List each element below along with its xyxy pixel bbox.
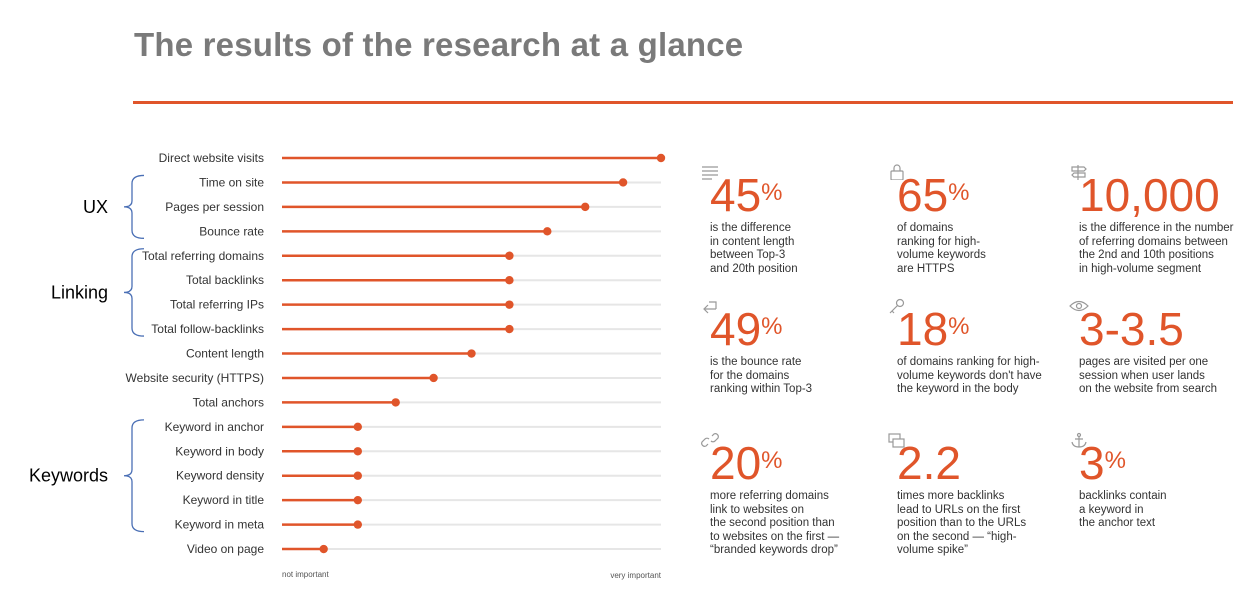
eye-icon [1069, 300, 1089, 312]
group-brace [123, 419, 145, 533]
category-label: Video on page [187, 542, 265, 556]
value-point [505, 251, 514, 260]
category-label: Content length [186, 347, 264, 361]
stat-number: 18 [897, 303, 949, 355]
category-label: Total backlinks [186, 273, 264, 287]
stat-unit: % [1104, 447, 1126, 474]
category-label: Direct website visits [159, 151, 264, 165]
group-label: Linking [51, 282, 108, 302]
stat-value: 49% [710, 306, 880, 352]
windows-icon [888, 433, 905, 448]
stat-card: 2.2 times more backlinks lead to URLs on … [888, 433, 1067, 558]
stat-number: 45 [710, 169, 762, 221]
x-label-low: not important [282, 570, 329, 579]
importance-chart: Direct website visits Time on site Pages p… [29, 151, 666, 580]
value-point [353, 447, 362, 456]
stat-description: of domains ranking for high- volume keyw… [897, 222, 986, 275]
category-label: Total anchors [193, 395, 264, 409]
value-point [618, 178, 628, 187]
stat-value: 2.2 [897, 440, 1067, 486]
stat-card: 10,000 is the difference in the number of… [1071, 165, 1256, 276]
lock-icon [890, 164, 904, 180]
stat-card: 49% is the bounce rate for the domains ra… [703, 301, 880, 397]
stat-unit: % [761, 447, 783, 474]
stat-number: 10,000 [1079, 169, 1220, 221]
stat-card: 20% more referring domains link to websit… [701, 433, 880, 558]
stat-unit: % [948, 179, 970, 206]
stat-value: 18% [897, 306, 1067, 352]
x-label-high: very important [610, 571, 661, 580]
stat-description: more referring domains link to websites … [710, 490, 840, 557]
stat-card: 3% backlinks contain a keyword in the anc… [1071, 432, 1256, 531]
stat-number: 20 [710, 437, 762, 489]
category-label: Keyword in body [175, 444, 264, 458]
value-point [656, 153, 666, 163]
lines-icon [702, 166, 718, 180]
stat-value: 65% [897, 172, 1067, 218]
stat-unit: % [948, 313, 970, 340]
stat-card: 65% of domains ranking for high- volume k… [890, 164, 1067, 276]
stat-description: backlinks contain a keyword in the ancho… [1079, 490, 1167, 530]
group-label: UX [83, 197, 108, 217]
return-arrow-icon [703, 301, 717, 314]
stat-value: 45% [710, 172, 880, 218]
category-label: Total referring IPs [170, 298, 264, 312]
group-brace [123, 174, 145, 239]
page-title: The results of the research at a glance [134, 26, 744, 63]
value-point [391, 398, 400, 407]
anchor-icon [1071, 432, 1087, 448]
stat-description: of domains ranking for high- volume keyw… [897, 356, 1042, 396]
stat-unit: % [761, 179, 783, 206]
group-brace [123, 248, 145, 337]
stat-description: is the bounce rate for the domains ranki… [710, 356, 813, 396]
stat-value: 10,000 [1079, 172, 1256, 218]
category-label: Website security (HTTPS) [126, 371, 264, 385]
stat-card: 3-3.5 pages are visited per one session w… [1069, 300, 1256, 397]
stat-number: 65 [897, 169, 949, 221]
value-point [543, 227, 552, 236]
stat-number: 2.2 [897, 437, 961, 489]
stat-description: times more backlinks lead to URLs on the… [897, 490, 1027, 557]
value-point [353, 471, 362, 480]
value-point [505, 276, 514, 285]
category-label: Time on site [199, 175, 264, 189]
stat-number: 3 [1079, 437, 1105, 489]
value-point [467, 349, 476, 358]
category-label: Total referring domains [142, 249, 264, 263]
category-label: Bounce rate [199, 224, 264, 238]
stat-value: 3% [1079, 440, 1256, 486]
value-point [429, 373, 438, 383]
link-icon [701, 433, 719, 447]
category-label: Keyword density [176, 469, 264, 483]
category-label: Keyword in anchor [165, 420, 264, 434]
category-label: Total follow-backlinks [151, 322, 264, 336]
value-point [505, 300, 514, 309]
stat-value: 20% [710, 440, 880, 486]
stat-description: is the difference in the number of refer… [1079, 222, 1234, 275]
stat-card: 45% is the difference in content length b… [702, 166, 880, 276]
value-point [581, 202, 590, 212]
stat-description: is the difference in content length betw… [710, 222, 798, 275]
value-point [319, 544, 328, 554]
category-label: Keyword in title [183, 493, 265, 507]
signpost-icon [1071, 165, 1087, 180]
stat-description: pages are visited per one session when u… [1079, 356, 1218, 396]
stat-number: 3-3.5 [1079, 303, 1184, 355]
stat-card: 18% of domains ranking for high- volume k… [889, 298, 1067, 397]
category-label: Keyword in meta [175, 518, 265, 532]
value-point [353, 422, 362, 432]
group-label: Keywords [29, 466, 108, 486]
stat-number: 49 [710, 303, 762, 355]
value-point [505, 324, 514, 334]
value-point [353, 520, 362, 529]
stat-unit: % [761, 313, 783, 340]
key-icon [889, 298, 905, 314]
value-point [353, 495, 362, 505]
category-label: Pages per session [165, 200, 264, 214]
stat-value: 3-3.5 [1079, 306, 1256, 352]
title-underline [133, 101, 1233, 104]
